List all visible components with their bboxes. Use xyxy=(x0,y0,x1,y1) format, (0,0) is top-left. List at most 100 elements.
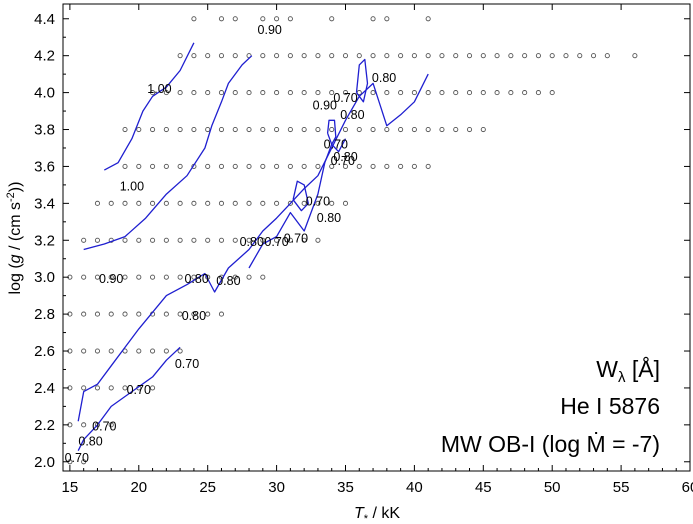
x-tick-label: 35 xyxy=(337,479,354,496)
grid-point-marker xyxy=(287,53,293,59)
grid-point-marker xyxy=(329,200,335,206)
grid-point-marker xyxy=(480,53,486,59)
grid-point-marker xyxy=(218,200,225,206)
contour-label: 0.80 xyxy=(240,235,264,249)
grid-point-marker xyxy=(398,90,404,96)
contour-label: 0.90 xyxy=(99,272,123,286)
grid-point-marker xyxy=(163,348,169,354)
grid-point-marker xyxy=(439,126,445,133)
grid-point-marker xyxy=(232,126,238,133)
grid-point-marker xyxy=(205,237,211,243)
grid-point-marker xyxy=(163,126,169,133)
grid-point-marker xyxy=(122,311,128,317)
grid-point-marker xyxy=(81,237,87,243)
grid-point-marker xyxy=(425,16,431,22)
grid-point-marker xyxy=(315,200,321,206)
y-axis-title: log (g / (cm s-2)) xyxy=(5,182,24,295)
grid-point-marker xyxy=(301,126,307,133)
y-tick-label: 4.4 xyxy=(34,11,55,28)
grid-point-marker xyxy=(342,200,349,206)
grid-point-marker xyxy=(274,163,280,169)
grid-point-marker xyxy=(411,53,417,59)
grid-point-marker xyxy=(384,53,390,59)
contour-line-0-70 xyxy=(248,138,347,269)
grid-point-marker xyxy=(246,200,252,206)
grid-point-marker xyxy=(205,53,211,59)
grid-point-marker xyxy=(81,348,87,354)
grid-point-marker xyxy=(218,126,225,133)
grid-point-marker xyxy=(177,348,183,354)
grid-point-marker xyxy=(287,90,293,96)
grid-point-marker xyxy=(94,237,101,243)
grid-point-marker xyxy=(218,163,225,169)
grid-point-marker xyxy=(260,126,266,133)
grid-point-marker xyxy=(205,163,211,169)
grid-point-marker xyxy=(398,126,404,133)
grid-point-marker xyxy=(94,422,101,428)
grid-point-marker xyxy=(384,16,390,22)
grid-point-marker xyxy=(329,126,335,133)
x-tick-label: 25 xyxy=(199,479,216,496)
grid-point-marker xyxy=(218,311,225,317)
grid-point-marker xyxy=(191,200,197,206)
grid-point-marker xyxy=(425,90,431,96)
grid-point-marker xyxy=(535,53,541,59)
grid-point-marker xyxy=(246,126,252,133)
grid-point-marker xyxy=(81,385,87,391)
contour-label: 0.80 xyxy=(78,434,102,448)
contour-label: 0.70 xyxy=(175,357,199,371)
grid-point-marker xyxy=(274,16,280,22)
grid-point-marker xyxy=(549,90,555,96)
grid-point-marker xyxy=(356,53,362,59)
grid-point-marker xyxy=(177,53,183,59)
grid-point-marker xyxy=(549,53,555,59)
grid-point-marker xyxy=(232,274,238,280)
grid-point-marker xyxy=(205,90,211,96)
grid-point-marker xyxy=(301,200,307,206)
data-marks xyxy=(67,16,638,465)
grid-point-marker xyxy=(535,90,541,96)
grid-point-marker xyxy=(191,274,197,280)
grid-point-marker xyxy=(384,126,390,133)
grid-point-marker xyxy=(150,126,156,133)
contour-line-0-70 xyxy=(77,346,181,451)
grid-point-marker xyxy=(108,348,114,354)
grid-point-marker xyxy=(108,200,114,206)
grid-point-marker xyxy=(177,200,183,206)
grid-point-marker xyxy=(122,200,128,206)
grid-point-marker xyxy=(163,237,169,243)
grid-point-marker xyxy=(205,200,211,206)
x-tick-label: 60 xyxy=(682,479,693,496)
contour-label: 0.80 xyxy=(372,71,396,85)
grid-point-marker xyxy=(329,90,335,96)
grid-point-marker xyxy=(232,163,238,169)
grid-point-marker xyxy=(205,311,211,317)
grid-point-marker xyxy=(425,53,431,59)
annotation-line-3: MW OB-I (log Ṁ = -7) xyxy=(441,431,660,457)
grid-point-marker xyxy=(453,53,459,59)
contour-label: 0.70 xyxy=(324,137,348,151)
grid-point-marker xyxy=(94,385,101,391)
grid-point-marker xyxy=(301,53,307,59)
annotation-line-1: Wλ [Å] xyxy=(596,355,660,386)
grid-point-marker xyxy=(260,16,266,22)
contour-label: 0.70 xyxy=(333,91,357,105)
grid-point-marker xyxy=(122,126,128,133)
grid-point-marker xyxy=(411,126,417,133)
grid-point-marker xyxy=(150,163,156,169)
grid-point-marker xyxy=(260,274,266,280)
grid-point-marker xyxy=(494,53,500,59)
annotation-line-2: He I 5876 xyxy=(560,393,660,419)
grid-point-marker xyxy=(384,90,390,96)
grid-point-marker xyxy=(81,422,87,428)
grid-point-marker xyxy=(260,200,266,206)
x-axis-title: T* / kK xyxy=(354,505,400,524)
grid-point-marker xyxy=(232,53,238,59)
grid-point-marker xyxy=(218,237,225,243)
contour-line-0-70 xyxy=(355,58,369,103)
grid-point-marker xyxy=(411,90,417,96)
grid-point-marker xyxy=(150,274,156,280)
contour-label: 0.90 xyxy=(258,23,282,37)
grid-point-marker xyxy=(163,200,169,206)
